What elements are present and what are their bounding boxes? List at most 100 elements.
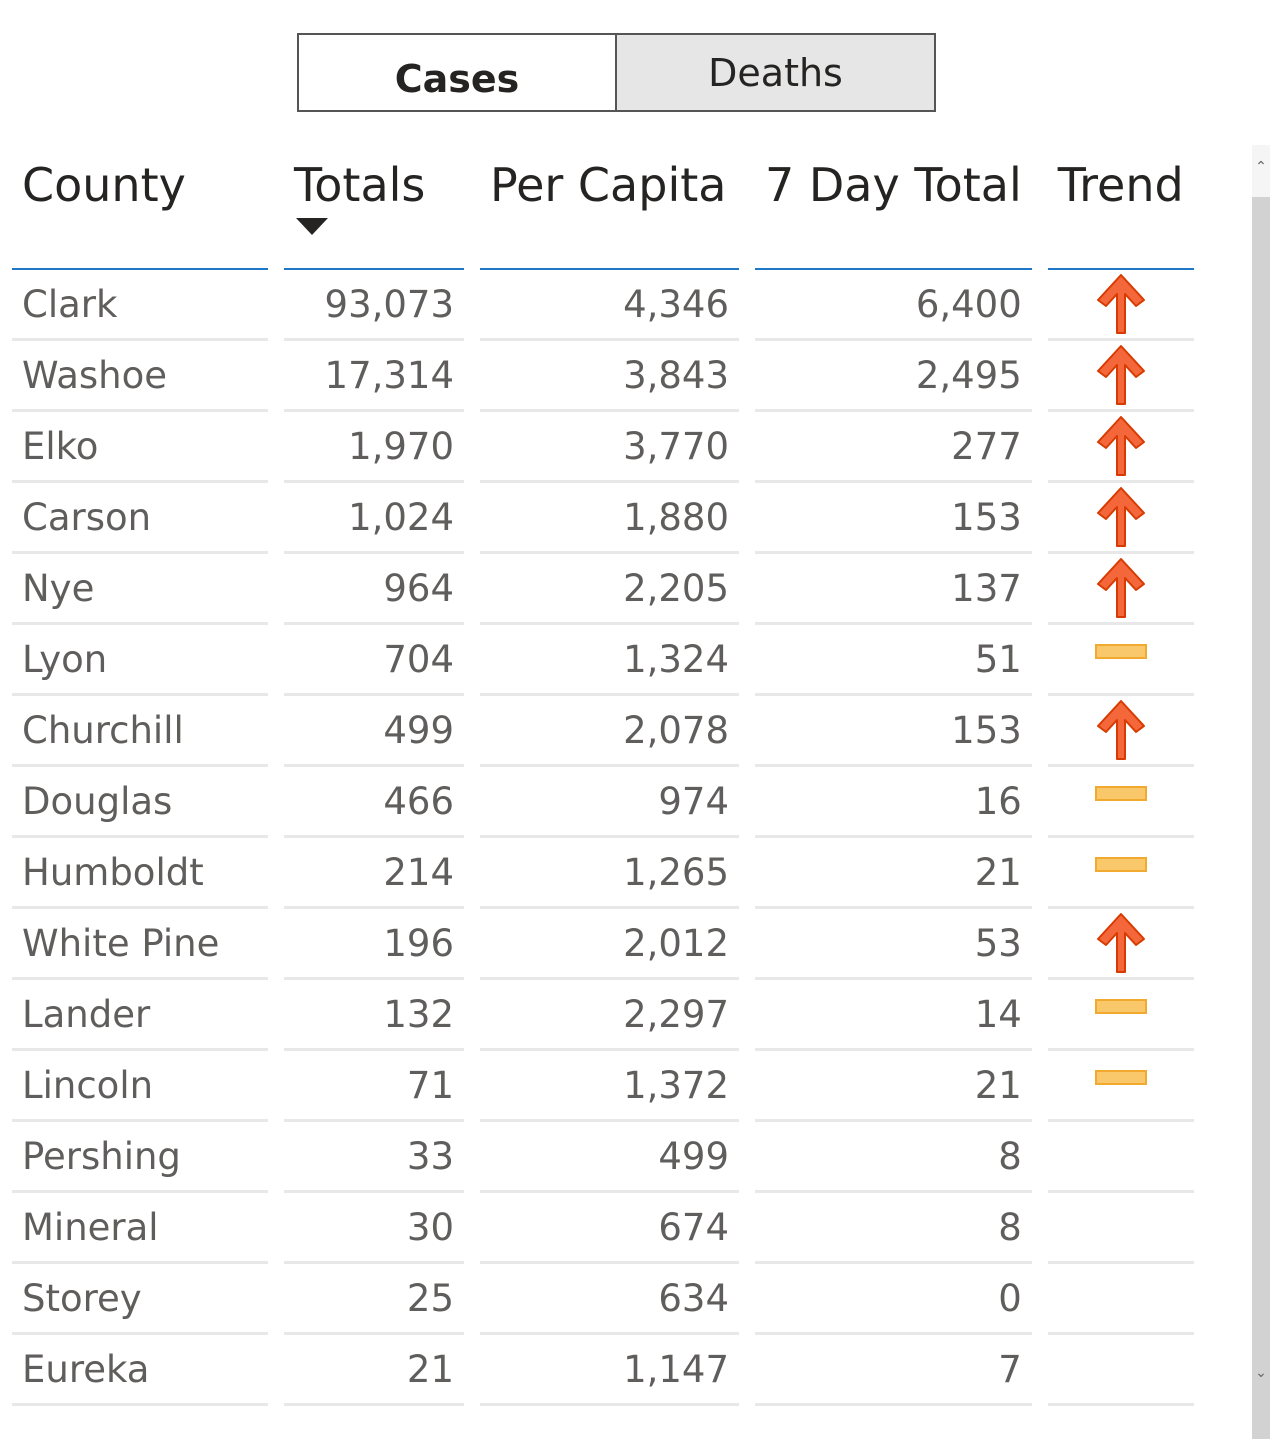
table-row[interactable]: Pershing 33 499 8: [12, 1122, 1194, 1193]
column-header-label: Trend: [1057, 158, 1184, 212]
arrow-up-icon: [1096, 487, 1145, 547]
column-header-county[interactable]: County: [12, 140, 268, 270]
cell-county: Churchill: [12, 696, 268, 767]
cell-county: Pershing: [12, 1122, 268, 1193]
cell-trend: [1047, 767, 1194, 838]
cell-county: Nye: [12, 554, 268, 625]
table-row[interactable]: Storey 25 634 0: [12, 1264, 1194, 1335]
cell-trend: [1047, 980, 1194, 1051]
cell-per-capita: 634: [480, 1264, 739, 1335]
cell-trend: [1047, 1335, 1194, 1406]
cell-7-day-total: 2,495: [755, 341, 1032, 412]
cell-per-capita: 2,078: [480, 696, 739, 767]
cell-trend: [1047, 270, 1194, 341]
cell-per-capita: 974: [480, 767, 739, 838]
cell-county: Lander: [12, 980, 268, 1051]
cell-7-day-total: 16: [755, 767, 1032, 838]
cell-totals: 499: [284, 696, 464, 767]
cell-per-capita: 4,346: [480, 270, 739, 341]
cell-county: Clark: [12, 270, 268, 341]
cell-totals: 704: [284, 625, 464, 696]
cell-county: Humboldt: [12, 838, 268, 909]
arrow-up-icon: [1096, 416, 1145, 476]
cell-per-capita: 3,770: [480, 412, 739, 483]
scrollbar-thumb[interactable]: [1252, 197, 1270, 1439]
table-row[interactable]: Mineral 30 674 8: [12, 1193, 1194, 1264]
cell-per-capita: 674: [480, 1193, 739, 1264]
cell-trend: [1047, 1193, 1194, 1264]
column-header-7-day-total[interactable]: 7 Day Total: [755, 140, 1032, 270]
table-row[interactable]: Eureka 21 1,147 7: [12, 1335, 1194, 1406]
table-row[interactable]: White Pine 196 2,012 53: [12, 909, 1194, 980]
dash-icon: [1094, 999, 1147, 1014]
sort-descending-icon[interactable]: [296, 218, 328, 235]
column-header-label: Per Capita: [490, 158, 727, 212]
cell-7-day-total: 8: [755, 1193, 1032, 1264]
cell-trend: [1047, 554, 1194, 625]
cell-per-capita: 2,205: [480, 554, 739, 625]
table-row[interactable]: Churchill 499 2,078 153: [12, 696, 1194, 767]
cell-county: Lincoln: [12, 1051, 268, 1122]
cell-county: Lyon: [12, 625, 268, 696]
cell-per-capita: 3,843: [480, 341, 739, 412]
table-row[interactable]: Washoe 17,314 3,843 2,495: [12, 341, 1194, 412]
cell-trend: [1047, 838, 1194, 909]
cell-trend: [1047, 696, 1194, 767]
cell-county: Carson: [12, 483, 268, 554]
cell-totals: 196: [284, 909, 464, 980]
scroll-down-icon[interactable]: ⌄: [1255, 1365, 1267, 1381]
cases-deaths-toggle: Cases Deaths: [297, 33, 936, 112]
cell-totals: 214: [284, 838, 464, 909]
cell-7-day-total: 8: [755, 1122, 1032, 1193]
column-header-label: Totals: [294, 158, 426, 212]
cell-totals: 71: [284, 1051, 464, 1122]
cell-totals: 25: [284, 1264, 464, 1335]
table-row[interactable]: Carson 1,024 1,880 153: [12, 483, 1194, 554]
cell-totals: 33: [284, 1122, 464, 1193]
table-row[interactable]: Douglas 466 974 16: [12, 767, 1194, 838]
dash-icon: [1094, 786, 1147, 801]
scroll-up-icon[interactable]: ⌃: [1255, 159, 1267, 175]
cell-county: Elko: [12, 412, 268, 483]
column-header-trend[interactable]: Trend: [1047, 140, 1194, 270]
arrow-up-icon: [1096, 913, 1145, 973]
cell-7-day-total: 153: [755, 483, 1032, 554]
vertical-scrollbar[interactable]: ⌃ ⌄: [1252, 145, 1270, 1439]
cell-county: Washoe: [12, 341, 268, 412]
cell-totals: 466: [284, 767, 464, 838]
cell-7-day-total: 6,400: [755, 270, 1032, 341]
table-row[interactable]: Humboldt 214 1,265 21: [12, 838, 1194, 909]
cell-per-capita: 2,012: [480, 909, 739, 980]
column-header-totals[interactable]: Totals: [284, 140, 464, 270]
cell-trend: [1047, 412, 1194, 483]
table-row[interactable]: Lincoln 71 1,372 21: [12, 1051, 1194, 1122]
table-row[interactable]: Lander 132 2,297 14: [12, 980, 1194, 1051]
cell-county: Mineral: [12, 1193, 268, 1264]
header-row: County Totals Per Capita 7 Day Total Tre…: [12, 140, 1194, 270]
deaths-toggle-button[interactable]: Deaths: [617, 33, 936, 112]
cases-toggle-button[interactable]: Cases: [297, 33, 617, 112]
cell-7-day-total: 137: [755, 554, 1032, 625]
table-row[interactable]: Nye 964 2,205 137: [12, 554, 1194, 625]
cell-totals: 93,073: [284, 270, 464, 341]
table-row[interactable]: Lyon 704 1,324 51: [12, 625, 1194, 696]
cell-county: Douglas: [12, 767, 268, 838]
cell-7-day-total: 14: [755, 980, 1032, 1051]
table-row[interactable]: Clark 93,073 4,346 6,400: [12, 270, 1194, 341]
cell-7-day-total: 0: [755, 1264, 1032, 1335]
cell-totals: 17,314: [284, 341, 464, 412]
cell-totals: 1,024: [284, 483, 464, 554]
cell-per-capita: 1,147: [480, 1335, 739, 1406]
cell-per-capita: 1,265: [480, 838, 739, 909]
cell-county: Storey: [12, 1264, 268, 1335]
column-header-per-capita[interactable]: Per Capita: [480, 140, 739, 270]
cell-per-capita: 499: [480, 1122, 739, 1193]
cell-trend: [1047, 1051, 1194, 1122]
arrow-up-icon: [1096, 700, 1145, 760]
cell-trend: [1047, 1122, 1194, 1193]
cell-7-day-total: 51: [755, 625, 1032, 696]
table-row[interactable]: Elko 1,970 3,770 277: [12, 412, 1194, 483]
arrow-up-icon: [1096, 558, 1145, 618]
cell-7-day-total: 21: [755, 1051, 1032, 1122]
dash-icon: [1094, 644, 1147, 659]
